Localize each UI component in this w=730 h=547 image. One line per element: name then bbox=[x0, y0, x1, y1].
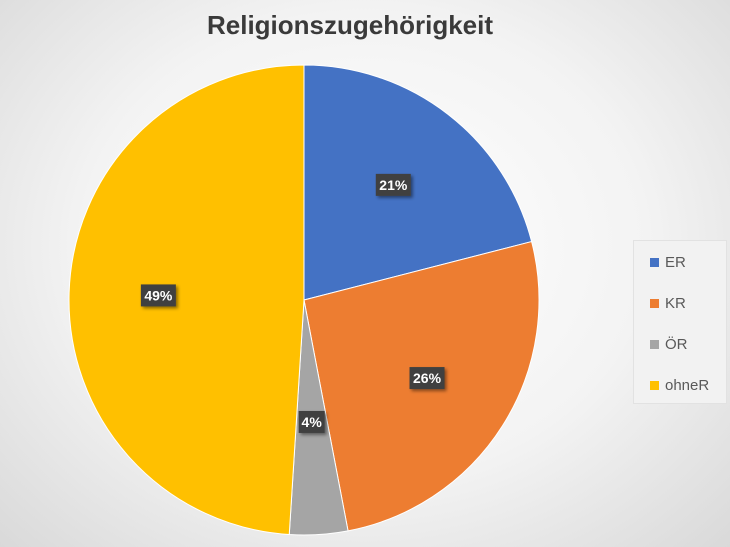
legend-label: ohneR bbox=[665, 376, 710, 394]
legend-swatch bbox=[650, 257, 659, 267]
data-label: 4% bbox=[298, 410, 325, 433]
slice-er bbox=[303, 64, 533, 301]
data-label-box bbox=[140, 284, 176, 307]
data-label-text: 21% bbox=[379, 177, 408, 193]
data-label-text: 26% bbox=[413, 370, 442, 386]
data-label-text: 4% bbox=[302, 414, 323, 430]
legend-swatch bbox=[650, 298, 659, 308]
data-label-text: 49% bbox=[144, 287, 173, 303]
legend-item-er: ER bbox=[650, 252, 686, 272]
legend-label: KR bbox=[665, 294, 686, 312]
legend-swatch bbox=[650, 339, 659, 349]
legend-label: ÖR bbox=[665, 335, 688, 353]
data-label-box bbox=[375, 173, 411, 196]
data-label-box bbox=[409, 367, 445, 390]
chart-title: Religionszugehörigkeit bbox=[206, 10, 494, 40]
legend-item-ohner: ohneR bbox=[650, 375, 709, 395]
legend-swatch bbox=[650, 380, 659, 390]
legend-item-or: ÖR bbox=[650, 334, 688, 354]
legend-label: ER bbox=[665, 253, 686, 271]
data-label: 21% bbox=[375, 173, 411, 196]
legend: ER KR ÖR ohneR bbox=[633, 240, 727, 404]
data-label: 49% bbox=[140, 284, 176, 307]
data-label-box bbox=[298, 410, 325, 433]
slice-ohner bbox=[68, 64, 305, 536]
legend-item-kr: KR bbox=[650, 293, 686, 313]
data-label: 26% bbox=[409, 367, 445, 390]
